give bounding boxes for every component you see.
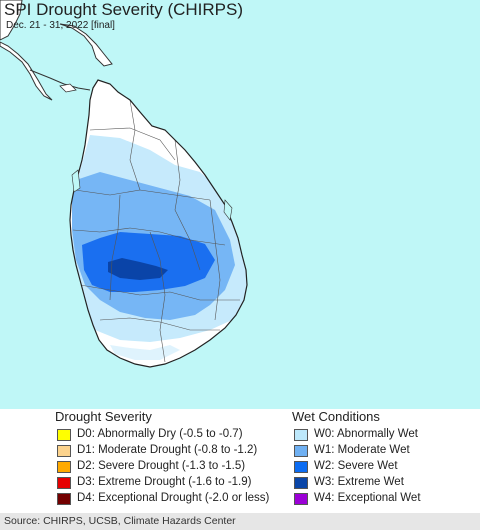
d1-swatch <box>57 445 71 457</box>
d0-swatch <box>57 429 71 441</box>
d3-swatch <box>57 477 71 489</box>
d4-swatch <box>57 493 71 505</box>
d2-swatch <box>57 461 71 473</box>
mannar-island <box>59 83 77 93</box>
legend: Drought Severity Wet Conditions D0: Abno… <box>0 409 480 513</box>
wet-shading <box>72 135 247 360</box>
drought-legend-heading: Drought Severity <box>55 409 152 424</box>
india-mainland <box>0 0 23 41</box>
w1-swatch <box>294 445 308 457</box>
w3-swatch <box>294 477 308 489</box>
w4-swatch <box>294 493 308 505</box>
d3-label: D3: Extreme Drought (-1.6 to -1.9) <box>77 476 252 488</box>
pale-south <box>110 345 180 360</box>
w1-label: W1: Moderate Wet <box>314 444 410 456</box>
east-coast-lagoon <box>223 199 233 221</box>
d0-label: D0: Abnormally Dry (-0.5 to -0.7) <box>77 428 243 440</box>
d1-label: D1: Moderate Drought (-0.8 to -1.2) <box>77 444 258 456</box>
w0-label: W0: Abnormally Wet <box>314 428 418 440</box>
w2-swatch <box>294 461 308 473</box>
sri-lanka-map <box>0 0 248 368</box>
district-boundaries <box>72 99 240 363</box>
w0-swatch <box>294 429 308 441</box>
w2-label: W2: Severe Wet <box>314 460 398 472</box>
puttalam-lagoon <box>71 169 81 193</box>
map-panel: SPI Drought Severity (CHIRPS) Dec. 21 - … <box>0 0 480 409</box>
footer-bar: Source: CHIRPS, UCSB, Climate Hazards Ce… <box>0 513 480 530</box>
d2-label: D2: Severe Drought (-1.3 to -1.5) <box>77 460 246 472</box>
jaffna-peninsula <box>59 23 113 67</box>
w3-label: W3: Extreme Wet <box>314 476 404 488</box>
w2-region <box>82 232 215 292</box>
map-title: SPI Drought Severity (CHIRPS) <box>4 0 244 19</box>
india-coastline <box>0 41 53 101</box>
d4-label: D4: Exceptional Drought (-2.0 or less) <box>77 492 270 504</box>
w4-label: W4: Exceptional Wet <box>314 492 421 504</box>
w3-region <box>108 258 168 280</box>
island-coastline <box>69 79 248 368</box>
source-credit: Source: CHIRPS, UCSB, Climate Hazards Ce… <box>4 515 236 527</box>
map-subtitle: Dec. 21 - 31, 2022 [final] <box>6 20 115 31</box>
adams-bridge <box>29 69 91 91</box>
wet-legend-heading: Wet Conditions <box>292 409 380 424</box>
